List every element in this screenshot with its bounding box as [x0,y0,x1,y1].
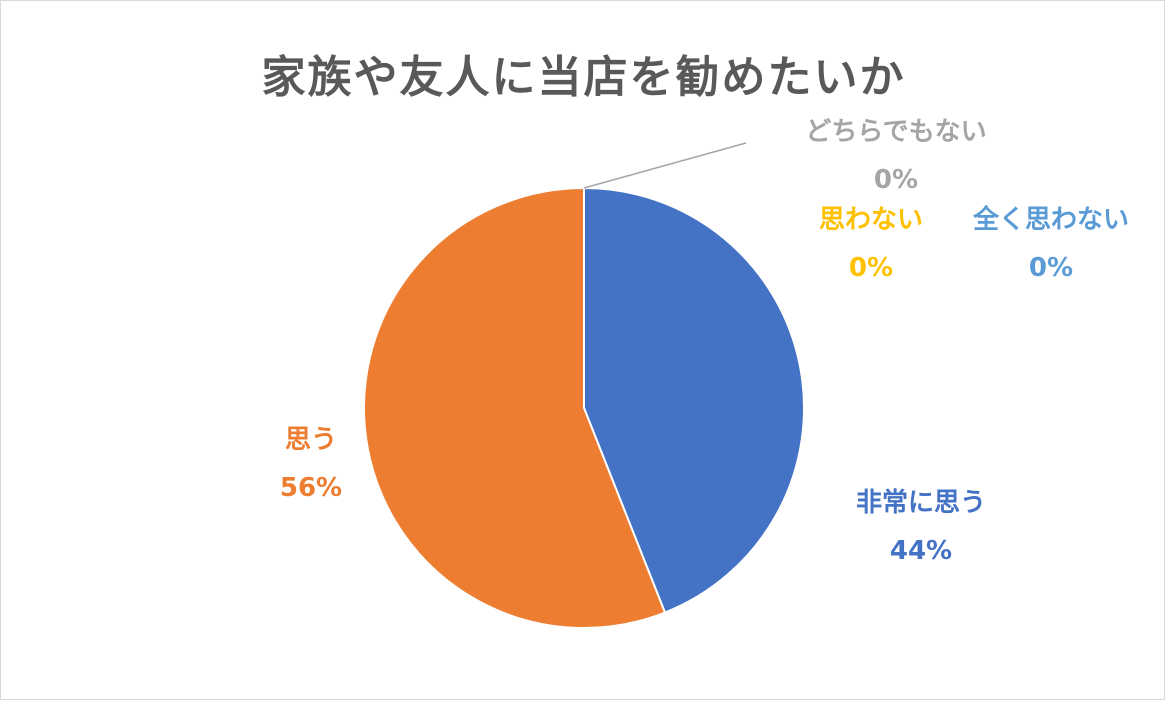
label-percent: 0% [873,165,919,195]
label-percent: 0% [848,253,894,283]
chart-title: 家族や友人に当店を勧めたいか [261,52,906,103]
data-label-omowanai: 思わない 0% [791,196,951,292]
label-percent: 44% [889,536,953,566]
label-category: 思わない [818,205,923,235]
label-category: 非常に思う [855,488,986,518]
label-category: 思う [284,425,337,455]
pie-slice-0 [583,186,805,614]
label-category: 全く思わない [972,205,1129,235]
pie-slice-1 [363,186,667,629]
leader-line-dochira [583,142,747,189]
label-category: どちらでもない [805,117,987,147]
data-label-mattaku-omowanai: 全く思わない 0% [946,196,1156,292]
data-label-dochira-demo-nai: どちらでもない 0% [771,108,1021,204]
label-percent: 56% [279,473,343,503]
data-label-hijou-ni-omou: 非常に思う 44% [811,479,1031,575]
data-label-omou: 思う 56% [231,416,391,512]
label-percent: 0% [1028,253,1074,283]
